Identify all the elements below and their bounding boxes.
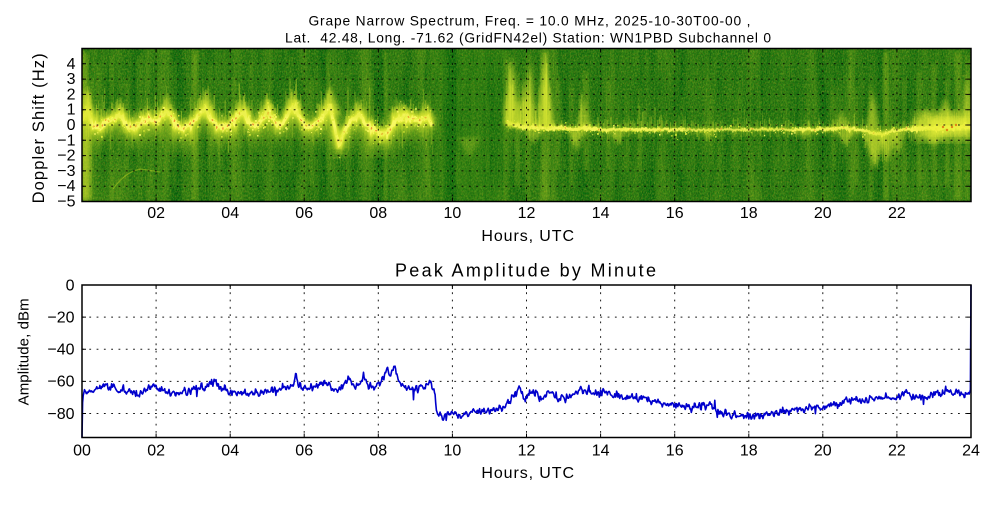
svg-text:18: 18: [740, 205, 758, 222]
svg-text:0: 0: [67, 117, 76, 134]
svg-text:02: 02: [147, 443, 165, 460]
svg-text:16: 16: [666, 205, 684, 222]
svg-text:00: 00: [73, 443, 91, 460]
svg-text:0: 0: [66, 277, 75, 294]
svg-text:−80: −80: [47, 406, 74, 423]
svg-text:22: 22: [888, 205, 906, 222]
svg-text:18: 18: [740, 443, 758, 460]
svg-text:Grape Narrow Spectrum, Freq. =: Grape Narrow Spectrum, Freq. = 10.0 MHz,…: [309, 14, 751, 29]
svg-text:3: 3: [67, 71, 76, 88]
svg-text:04: 04: [221, 443, 239, 460]
svg-text:04: 04: [221, 205, 239, 222]
svg-text:−40: −40: [47, 342, 74, 359]
svg-text:20: 20: [814, 443, 832, 460]
svg-text:−20: −20: [47, 309, 74, 326]
svg-text:Doppler Shift (Hz): Doppler Shift (Hz): [30, 53, 48, 203]
svg-text:08: 08: [369, 443, 387, 460]
svg-text:06: 06: [295, 443, 313, 460]
svg-text:10: 10: [444, 205, 462, 222]
svg-text:1: 1: [67, 102, 76, 119]
svg-text:24: 24: [962, 443, 980, 460]
svg-text:4: 4: [67, 56, 76, 73]
svg-text:−5: −5: [57, 194, 75, 211]
svg-text:16: 16: [666, 443, 684, 460]
svg-text:22: 22: [888, 443, 906, 460]
svg-text:−4: −4: [57, 178, 75, 195]
svg-text:20: 20: [814, 205, 832, 222]
svg-text:14: 14: [592, 443, 610, 460]
svg-text:02: 02: [147, 205, 165, 222]
svg-text:Amplitude, dBm: Amplitude, dBm: [16, 298, 33, 405]
svg-text:14: 14: [592, 205, 610, 222]
svg-text:2: 2: [67, 86, 76, 103]
svg-text:08: 08: [369, 205, 387, 222]
svg-text:06: 06: [295, 205, 313, 222]
svg-text:−2: −2: [57, 148, 75, 165]
svg-text:12: 12: [518, 205, 536, 222]
svg-text:Lat. 42.48, Long. -71.62 (Gri: Lat. 42.48, Long. -71.62 (GridFN42el) St…: [285, 31, 771, 46]
svg-text:10: 10: [444, 443, 462, 460]
svg-text:−3: −3: [57, 163, 75, 180]
svg-text:−1: −1: [57, 132, 75, 149]
svg-text:−60: −60: [47, 374, 74, 391]
svg-text:Hours, UTC: Hours, UTC: [481, 228, 574, 245]
svg-text:12: 12: [518, 443, 536, 460]
svg-text:Hours, UTC: Hours, UTC: [481, 465, 574, 482]
